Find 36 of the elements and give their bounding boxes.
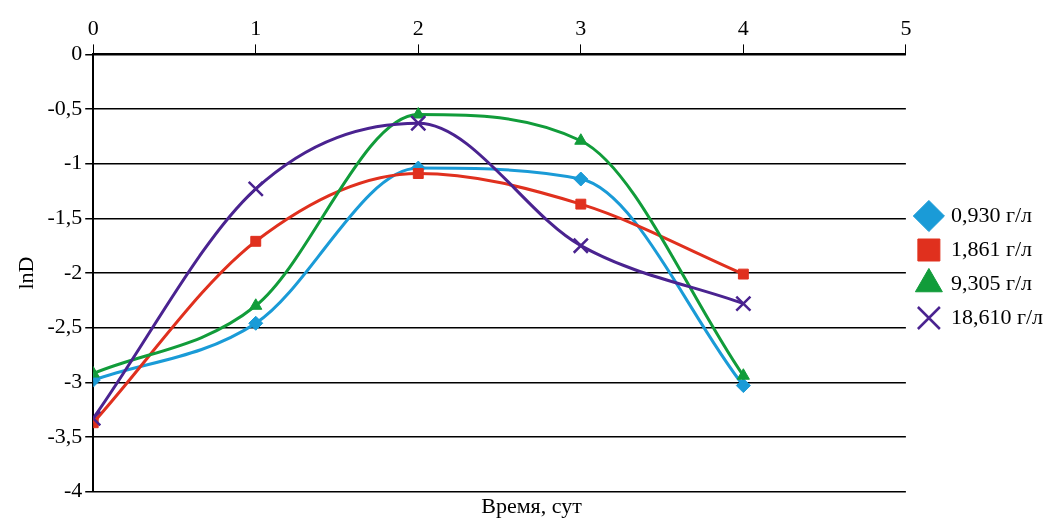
point	[575, 198, 587, 210]
legend-label: 9,305 г/л	[950, 269, 1033, 295]
x-tick-label: 4	[737, 14, 749, 40]
y-tick-label: -4	[63, 477, 83, 503]
y-tick-label: -2,5	[47, 313, 83, 339]
legend-label: 1,861 г/л	[950, 235, 1033, 261]
x-axis-title: Время, сут	[481, 492, 583, 518]
y-axis-title: lnD	[12, 256, 38, 290]
y-tick-label: -3,5	[47, 422, 83, 448]
point	[572, 237, 590, 254]
legend-label: 18,610 г/л	[950, 303, 1044, 329]
point	[247, 180, 265, 198]
x-tick-label: 0	[87, 14, 99, 40]
point	[249, 298, 263, 310]
point	[411, 107, 425, 119]
point	[735, 378, 751, 394]
point	[736, 368, 750, 380]
point	[574, 133, 588, 145]
point	[412, 168, 424, 179]
y-tick-label: -1	[63, 149, 83, 175]
point	[250, 235, 262, 247]
y-tick-label: -0,5	[47, 94, 83, 120]
point	[735, 295, 752, 312]
x-tick-label: 2	[412, 14, 424, 40]
y-tick-label: -1,5	[47, 204, 83, 230]
y-tick-label: -2	[63, 258, 83, 284]
point	[409, 114, 427, 132]
point	[737, 268, 749, 280]
y-tick-label: 0	[71, 40, 83, 66]
point	[248, 315, 264, 331]
x-tick-label: 1	[250, 14, 262, 40]
point	[573, 171, 589, 187]
x-tick-label: 3	[575, 14, 587, 40]
legend-label: 0,930 г/л	[950, 201, 1033, 227]
x-tick-label: 5	[900, 14, 912, 40]
y-tick-label: -3	[63, 368, 83, 394]
